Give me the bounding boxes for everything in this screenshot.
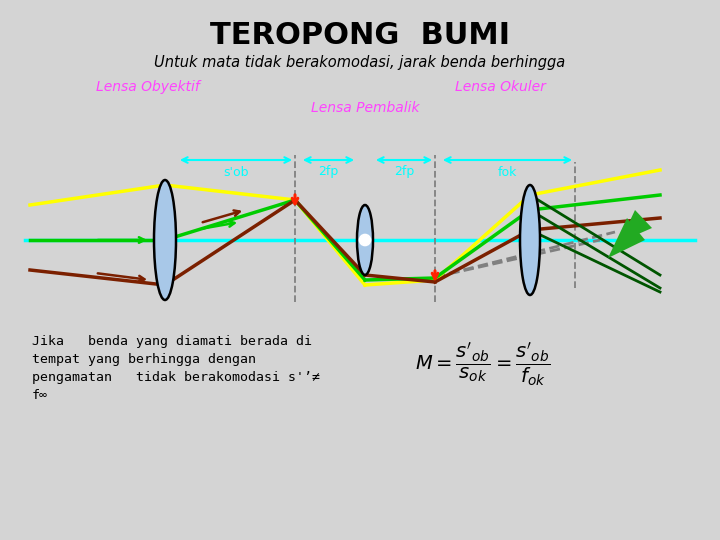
Text: 2fp: 2fp <box>318 165 338 179</box>
Text: $M = \dfrac{s'_{ob}}{s_{ok}} = \dfrac{s'_{ob}}{f_{ok}}$: $M = \dfrac{s'_{ob}}{s_{ok}} = \dfrac{s'… <box>415 340 550 388</box>
Text: Lensa Obyektif: Lensa Obyektif <box>96 80 200 94</box>
Text: Lensa Okuler: Lensa Okuler <box>454 80 546 94</box>
Text: fok: fok <box>498 165 517 179</box>
Ellipse shape <box>154 180 176 300</box>
Text: TEROPONG  BUMI: TEROPONG BUMI <box>210 21 510 50</box>
Text: Lensa Pembalik: Lensa Pembalik <box>311 101 419 115</box>
Text: s'ob: s'ob <box>223 165 248 179</box>
Polygon shape <box>608 218 645 258</box>
Ellipse shape <box>520 185 540 295</box>
Circle shape <box>359 234 371 246</box>
Text: Untuk mata tidak berakomodasi, jarak benda berhingga: Untuk mata tidak berakomodasi, jarak ben… <box>154 56 566 71</box>
Ellipse shape <box>357 205 373 275</box>
Text: 2fp: 2fp <box>394 165 414 179</box>
Polygon shape <box>620 210 652 242</box>
Text: Jika   benda yang diamati berada di
tempat yang berhingga dengan
pengamatan   ti: Jika benda yang diamati berada di tempat… <box>32 335 320 402</box>
